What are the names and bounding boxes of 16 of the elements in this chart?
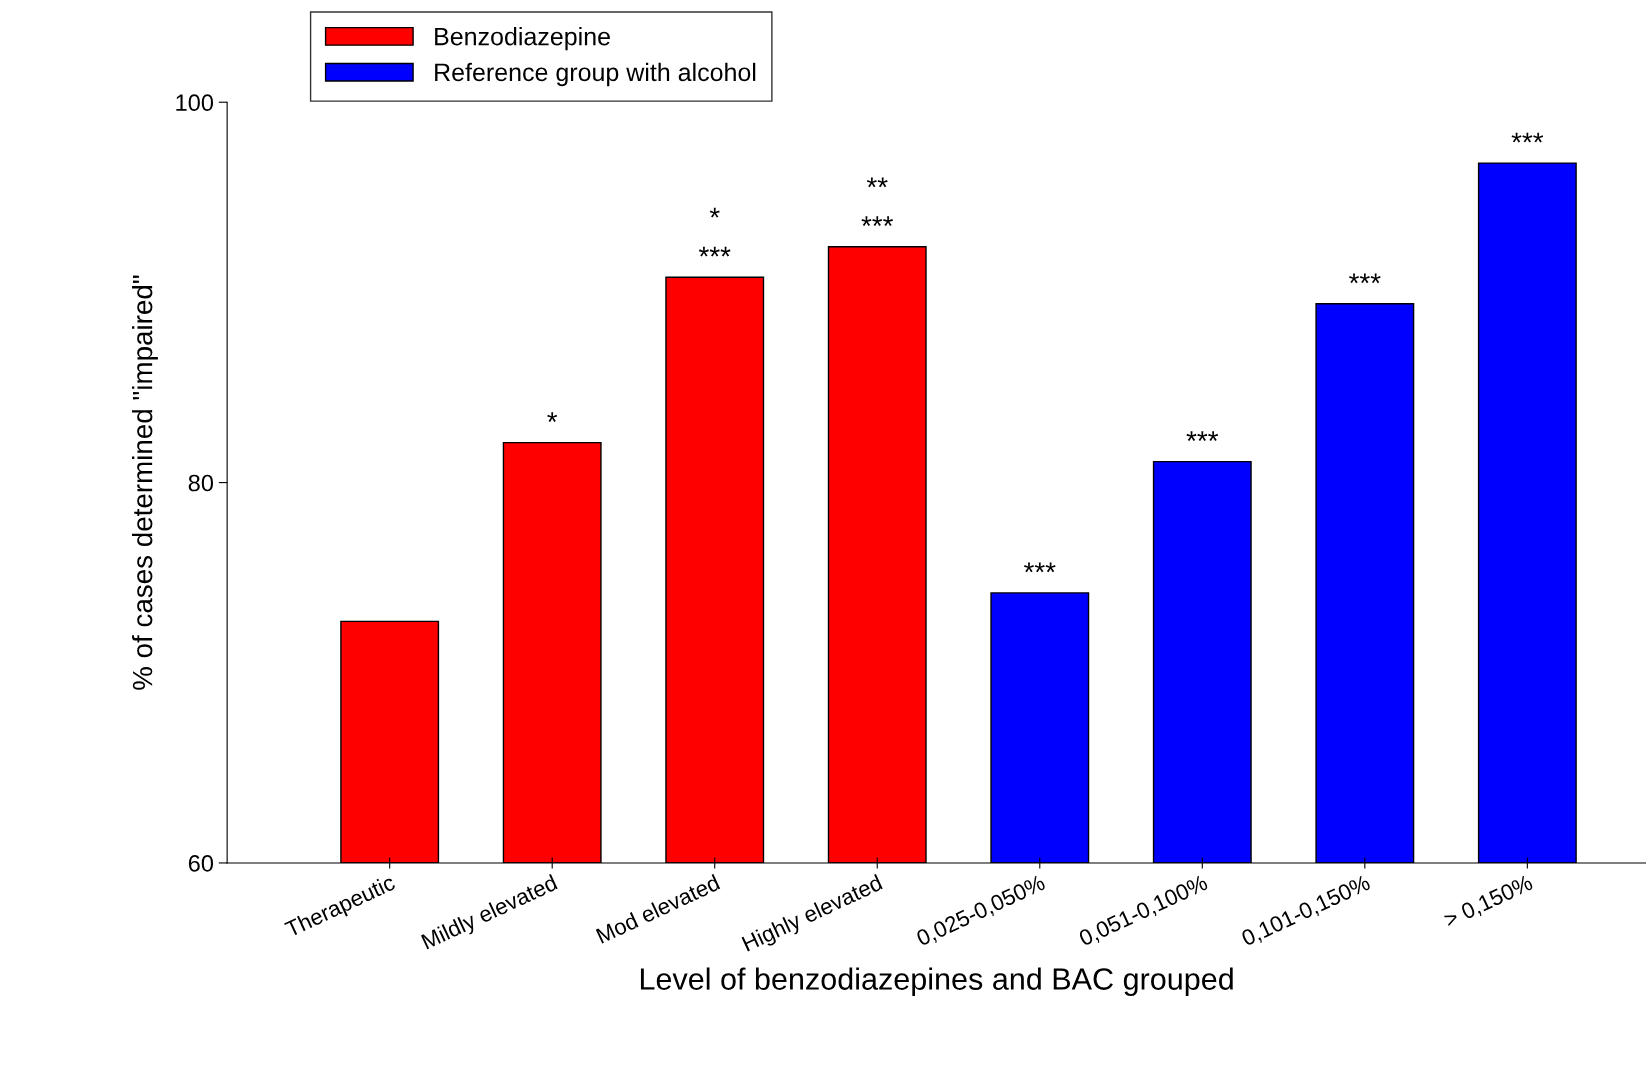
annotation: ***: [1511, 132, 1544, 143]
annotation: **: [866, 177, 888, 188]
annotation: ***: [861, 216, 894, 227]
x-axis-title: Level of benzodiazepines and BAC grouped: [640, 967, 1233, 996]
annotation: ***: [698, 246, 731, 257]
y-tick-label: 80: [188, 474, 214, 492]
y-axis-title: % of cases determined "impaired": [132, 275, 158, 690]
annotation: ***: [1186, 431, 1219, 441]
annotation: ***: [1349, 273, 1381, 284]
y-tick-label: 60: [188, 855, 214, 872]
annotation: *: [709, 207, 720, 218]
y-tick-label: 100: [176, 94, 214, 112]
legend-label: Reference group with alcohol: [435, 62, 756, 87]
annotation: *: [547, 412, 558, 422]
legend-label: Benzodiazepine: [435, 27, 610, 51]
annotation: ***: [1024, 562, 1056, 573]
